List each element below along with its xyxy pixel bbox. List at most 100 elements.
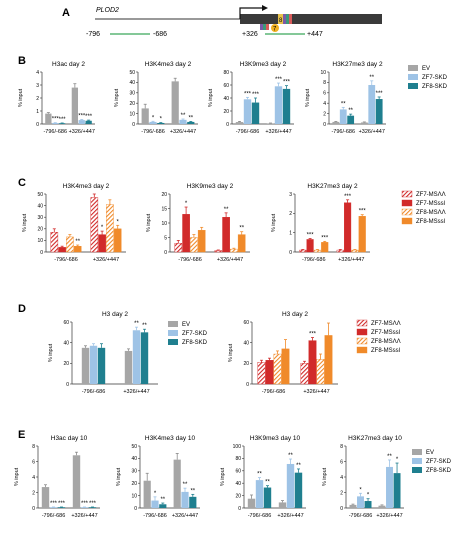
y-tick-label: 0	[134, 506, 137, 512]
bar	[143, 480, 151, 508]
bar	[257, 362, 266, 385]
bar	[173, 459, 181, 508]
category-label: -796/-686	[42, 513, 66, 519]
category-label: +326/+447	[338, 257, 364, 263]
legend-label: ZF8-MSΛΛ	[371, 339, 401, 345]
bar	[237, 234, 246, 253]
primer2-left: +326	[242, 31, 258, 38]
bar	[85, 120, 92, 124]
legend-swatch	[401, 199, 413, 207]
primer1-left: -796	[86, 31, 100, 38]
chart-title: H3K4me3 day 10	[145, 435, 196, 442]
chart-title: H3K4me3 day 2	[145, 61, 192, 68]
bar	[66, 236, 74, 253]
significance-label: ***	[52, 117, 60, 123]
legend-label: EV	[422, 66, 430, 72]
bar	[286, 463, 295, 508]
y-tick-label: 4	[340, 475, 343, 481]
bar	[88, 507, 97, 508]
y-tick-label: 60	[243, 320, 249, 326]
bar	[124, 350, 133, 384]
bar	[41, 487, 50, 508]
y-tick-label: 10	[129, 111, 135, 117]
significance-label: ***	[309, 332, 317, 338]
legend-swatch	[356, 346, 368, 354]
legend-label: ZF8-MSssl	[371, 348, 400, 354]
significance-label: ***	[344, 194, 352, 200]
gene-body	[240, 14, 382, 24]
bar	[187, 121, 195, 124]
legend-swatch	[356, 337, 368, 345]
legend-d-skd: EV ZF7-SKD ZF8-SKD	[168, 321, 208, 346]
category-label: -796/-686	[236, 129, 260, 135]
bar	[332, 121, 340, 124]
y-tick-label: 100	[233, 444, 242, 450]
chart-c-6: H3K27me3 day 2 % input 0 1 2 3 *** *** -796/-686…	[271, 183, 370, 263]
legend-label: ZF8-SKD	[426, 468, 452, 474]
bar	[386, 466, 393, 508]
significance-label: ***	[81, 501, 89, 507]
y-axis-label: % input	[271, 213, 277, 232]
bar	[72, 455, 81, 508]
bar	[189, 496, 197, 508]
y-tick-label: 0	[164, 250, 167, 256]
significance-label: **	[190, 488, 195, 494]
y-tick-label: 10	[320, 70, 326, 76]
legend-label: ZF7-SKD	[426, 459, 452, 465]
bar	[306, 239, 314, 253]
y-tick-label: 2	[36, 96, 39, 102]
y-tick-label: 3	[36, 83, 39, 89]
chart-title: H3K4me3 day 2	[63, 183, 110, 190]
category-label: +326/+447	[376, 513, 402, 519]
y-tick-label: 80	[235, 456, 241, 462]
panel-label-d: D	[18, 303, 26, 315]
category-label: +326/+447	[170, 129, 196, 135]
category-label: -796/-686	[302, 257, 326, 263]
panel-label-c: C	[18, 177, 26, 189]
y-axis-label: % input	[208, 88, 214, 107]
y-tick-label: 2	[340, 490, 343, 496]
y-tick-label: 10	[37, 238, 43, 244]
category-label: +326/+447	[265, 129, 291, 135]
bar	[351, 249, 359, 253]
significance-label: ***	[85, 114, 93, 120]
bar	[300, 363, 309, 385]
significance-label: ***	[89, 501, 97, 507]
significance-label: ***	[252, 92, 260, 98]
bar	[321, 242, 329, 253]
bar	[73, 245, 82, 253]
significance-label: **	[265, 480, 270, 486]
bar	[52, 122, 59, 124]
chart-title: H3K27me3 day 2	[307, 183, 358, 190]
significance-label: *	[396, 457, 399, 463]
legend-label: ZF7-MSΛΛ	[416, 192, 446, 198]
bar	[197, 230, 206, 253]
bar	[378, 505, 386, 508]
significance-label: **	[341, 101, 346, 107]
bar	[81, 347, 90, 384]
legend-swatch	[168, 321, 178, 327]
zf-stripe-green-2	[263, 24, 266, 30]
legend-label: ZF7-SKD	[422, 75, 448, 81]
legend-swatch	[412, 449, 422, 455]
chart-title: H3ac day 2	[52, 61, 85, 68]
chart-e-11: H3K9me3 day 10% input020406080100****-79…	[220, 435, 306, 519]
significance-label: ***	[283, 80, 291, 86]
bar	[214, 250, 223, 253]
y-axis-label: % input	[228, 343, 234, 362]
significance-label: *	[367, 493, 370, 499]
legend-swatch	[168, 330, 178, 336]
significance-label: **	[296, 463, 301, 469]
bar	[157, 122, 165, 124]
bar	[316, 359, 325, 385]
bar	[89, 345, 98, 384]
y-tick-label: 0	[340, 506, 343, 512]
y-tick-label: 6	[323, 91, 326, 97]
bar	[49, 507, 58, 508]
y-tick-label: 40	[63, 340, 69, 346]
category-label: +326/+447	[71, 513, 97, 519]
bar	[358, 216, 366, 253]
y-tick-label: 20	[63, 361, 69, 367]
significance-label: ***	[58, 501, 66, 507]
y-axis-label: % input	[18, 88, 24, 107]
